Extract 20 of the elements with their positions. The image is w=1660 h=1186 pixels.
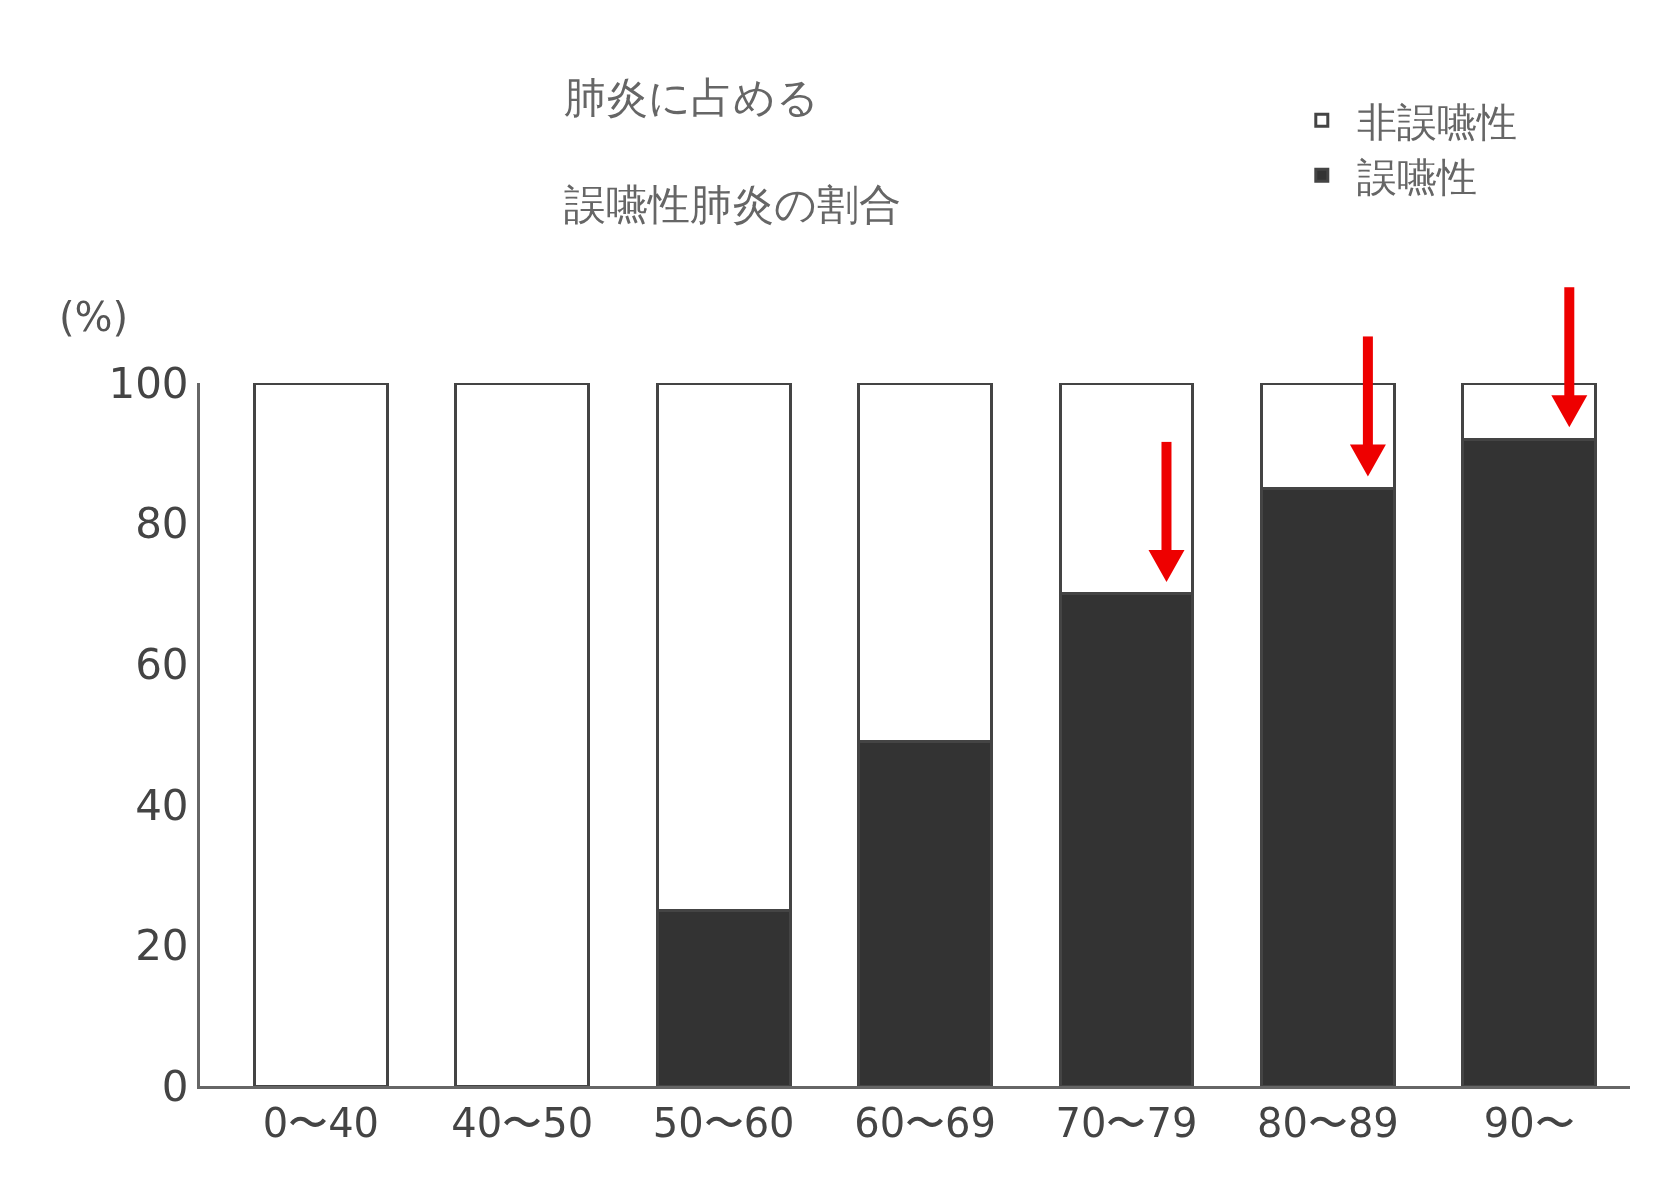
x-tick-label: 50〜60 [652, 1100, 795, 1146]
legend-label: 非誤嚥性 [1356, 98, 1517, 145]
y-axis-title: (%) [59, 294, 129, 340]
legend-label: 誤嚥性 [1356, 153, 1477, 200]
x-tick-label: 80〜89 [1256, 1100, 1399, 1146]
x-tick-label: 60〜69 [854, 1100, 996, 1146]
bar [252, 383, 389, 1086]
chart-subtitle: 誤嚥性肺炎の割合 [564, 180, 902, 230]
y-tick-label: 20 [135, 921, 189, 971]
x-tick-label: 0〜40 [262, 1100, 380, 1146]
x-tick-label: 70〜79 [1055, 1100, 1198, 1146]
bar [454, 383, 591, 1086]
y-tick-label: 60 [135, 639, 189, 689]
y-tick-label: 80 [135, 499, 189, 549]
y-tick-label: 100 [108, 358, 189, 408]
y-tick-label: 0 [161, 1061, 189, 1111]
y-tick-label: 40 [135, 780, 189, 830]
x-tick-label: 90〜 [1483, 1100, 1575, 1146]
x-tick-label: 40〜50 [451, 1100, 594, 1146]
chart-title: 肺炎に占める [564, 73, 820, 123]
